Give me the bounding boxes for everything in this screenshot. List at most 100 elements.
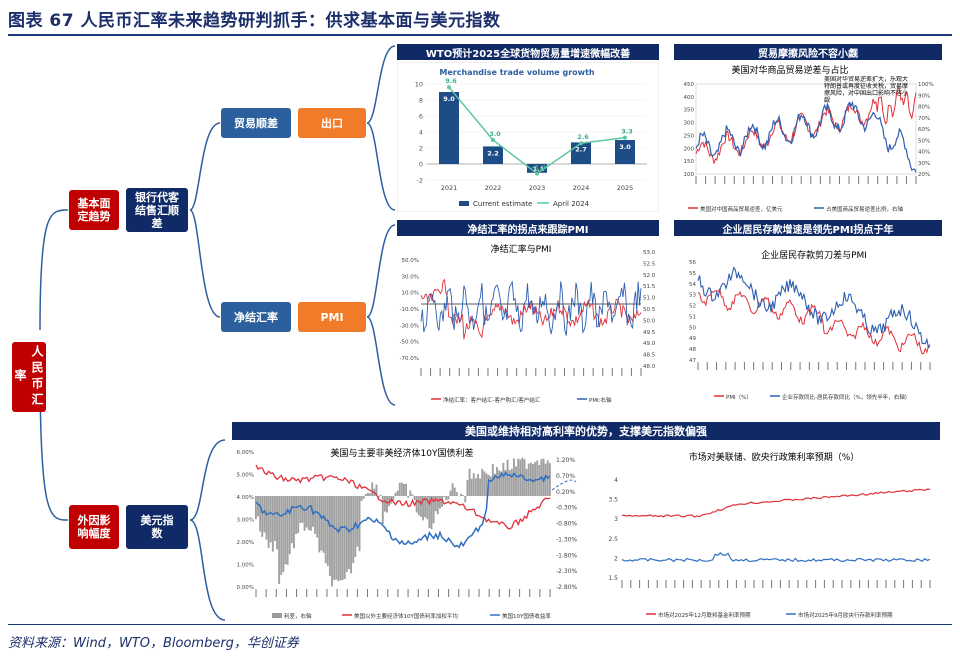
ytick: 50 (689, 325, 696, 331)
spread-bar (441, 496, 443, 507)
ytick: -50.0% (400, 340, 419, 346)
xtick-mark (656, 580, 658, 588)
spread-bar (508, 470, 511, 496)
xtick-mark (487, 368, 489, 376)
xtick-mark (815, 580, 817, 588)
xtick-mark (867, 176, 869, 184)
ytick: 1.20% (556, 457, 575, 464)
chart-us-china: 美国对华商品贸易逆差与占比 450 400 350 300 250 200 150 100 10… (684, 64, 934, 213)
spread-bar (525, 468, 528, 496)
series-fed-expectation (621, 488, 931, 518)
wto-bar-label-2024: 2.7 (575, 145, 587, 153)
xtick-mark (255, 589, 257, 597)
spread-bar (515, 466, 517, 496)
legend-pmi: PMI:右轴 (589, 396, 612, 404)
ytick: 53 (689, 293, 696, 299)
legend-april-2024: April 2024 (553, 200, 590, 208)
spread-bar (470, 478, 473, 496)
spread-bar (354, 496, 357, 557)
ytick: 6.00% (237, 450, 254, 456)
spread-bar (506, 459, 509, 496)
xtick-mark (762, 362, 764, 370)
ytick: 40% (918, 150, 930, 156)
wto-xtick-2022: 2022 (485, 184, 502, 192)
ytick: 3.00% (237, 518, 254, 524)
xtick-mark (903, 580, 905, 588)
xtick-mark (275, 589, 277, 597)
chart-corp: 企业居民存款剪刀差与PMI 56 55 54 53 52 51 50 49 48 47 PMI（%… (689, 249, 931, 401)
spread-bar (309, 496, 312, 531)
chart-corp-axis: 56 55 54 53 52 51 50 49 48 47 (689, 260, 931, 370)
ytick: -10.0% (400, 307, 419, 313)
xtick-mark (791, 176, 793, 184)
ytick: 30.0% (402, 274, 419, 280)
xtick-mark (430, 368, 432, 376)
ytick: 5.00% (237, 473, 254, 479)
spread-bar (284, 496, 287, 565)
ytick: 55 (689, 271, 696, 277)
xtick-mark (716, 362, 718, 370)
spread-bar (386, 496, 388, 513)
ytick: 56 (689, 260, 696, 266)
spread-bar (369, 493, 372, 496)
ytick: 51 (689, 314, 696, 320)
wto-bar-2021 (439, 92, 459, 164)
spread-bar (409, 490, 412, 496)
spread-bar (500, 471, 503, 496)
xtick-mark (356, 589, 358, 597)
wto-ytick: 0 (419, 161, 423, 169)
wto-april-point-2022 (491, 138, 495, 142)
xtick-mark (788, 580, 790, 588)
xtick-mark (810, 176, 812, 184)
spread-bar (362, 496, 365, 499)
xtick-mark (674, 580, 676, 588)
xtick-mark (519, 589, 521, 597)
wto-april-label-2021: 9.6 (445, 77, 457, 85)
ytick: 54 (689, 282, 696, 288)
xtick-mark (920, 580, 922, 588)
legend-corp-scissors: 企业存款同比-居民存款同比（%，领先半年，右轴） (782, 393, 910, 401)
spread-bar (451, 483, 454, 496)
xtick-mark (744, 580, 746, 588)
xtick-mark (346, 589, 348, 597)
xtick-mark (665, 580, 667, 588)
ytick: 20% (918, 172, 930, 178)
xtick-mark (771, 362, 773, 370)
spread-bar (428, 496, 431, 528)
xtick-mark (858, 176, 860, 184)
spread-bar (407, 496, 410, 498)
xtick-mark (836, 362, 838, 370)
ytick: 2.5 (608, 536, 618, 543)
xtick-mark (592, 368, 594, 376)
node-pmi: PMI (298, 302, 366, 332)
spread-bar (307, 496, 310, 531)
spread-bar (472, 473, 475, 496)
wto-april-point-2025 (623, 135, 627, 140)
xtick-mark (497, 368, 499, 376)
ytick: 10.0% (402, 291, 419, 297)
spread-bar (331, 496, 333, 587)
spread-bar (519, 459, 522, 496)
spread-bar (502, 462, 505, 496)
xtick-mark (439, 368, 441, 376)
xtick-mark (705, 176, 707, 184)
spread-bar (542, 458, 545, 496)
xtick-mark (725, 362, 727, 370)
spread-bar (379, 494, 382, 496)
legend-us-china-deficit: 美国对中国商品贸易逆差，亿美元 (700, 205, 783, 213)
spread-bar (468, 468, 471, 496)
xtick-mark (306, 589, 308, 597)
node-fundamentals: 基本面定趋势 (69, 190, 119, 230)
chart-us-china-annotation: 美国对华贸易逆差扩大，乐观大特朗普或再度征收关税，贸易摩擦风险，对中国出口影响不… (824, 76, 909, 104)
xtick-mark (753, 580, 755, 588)
spread-bar (496, 466, 498, 496)
legend-us-yield: 美国10Y国债收益率 (502, 612, 551, 620)
wto-april-label-2023: -1.2 (532, 164, 546, 172)
xtick-mark (752, 176, 754, 184)
xtick-mark (753, 362, 755, 370)
ytick: 0.20% (556, 489, 575, 496)
panel-header-net-settle: 净结汇率的拐点来跟踪PMI (397, 220, 659, 236)
chart-wto: Merchandise trade volume growth -2 0 2 4 6 8 1… (397, 62, 659, 212)
xtick-mark (285, 589, 287, 597)
xtick-mark (779, 580, 781, 588)
